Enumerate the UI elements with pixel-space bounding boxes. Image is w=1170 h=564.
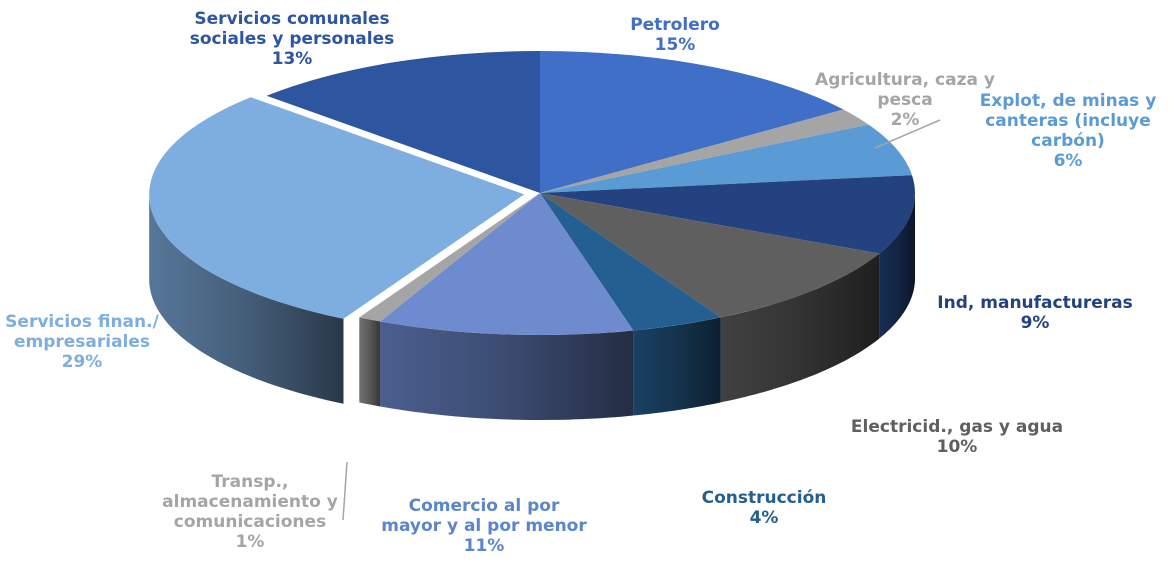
slice-side-shade-4 (720, 253, 880, 403)
slice-name-line: empresariales (14, 332, 150, 352)
slice-name-line: Agricultura, caza y (815, 70, 995, 90)
slice-label-6: Comercio al por mayor y al por menor 11% (381, 496, 587, 556)
slice-side-shade-5 (633, 317, 721, 416)
slice-side-shade-8 (149, 194, 344, 404)
slice-value-label: 9% (1021, 313, 1050, 333)
slice-label-3: Ind, manufactureras 9% (937, 293, 1132, 333)
slice-name-line: pesca (877, 90, 932, 110)
slice-label-2: Explot, de minas y canteras (incluye carbó… (980, 91, 1157, 171)
slice-label-5: Construcción 4% (702, 488, 827, 528)
slice-value-label: 6% (1054, 151, 1083, 171)
slice-top-6 (380, 193, 634, 335)
slice-top-3 (540, 175, 915, 254)
slice-top-7 (359, 193, 540, 322)
slice-label-9: Servicios comunales sociales y personales… (190, 9, 395, 69)
pie-tops (149, 50, 915, 335)
slice-value-label: 4% (750, 508, 779, 528)
slice-value-label: 1% (236, 532, 265, 552)
leader-lines (342, 119, 941, 521)
slice-value-label: 2% (891, 110, 920, 130)
slice-label-7: Transp., almacenamiento y comunicaciones 1% (162, 472, 338, 552)
slice-label-4: Electricid., gas y agua 10% (851, 417, 1063, 457)
slice-name-line: Transp., (212, 472, 289, 492)
slice-name-line: Ind, manufactureras (937, 293, 1132, 313)
slice-top-1 (540, 109, 869, 193)
slice-top-8 (149, 97, 525, 319)
slice-label-0: Petrolero 15% (630, 15, 720, 55)
slice-name-line: sociales y personales (190, 29, 395, 49)
slice-side-shade-7 (359, 317, 381, 407)
slice-name-line: Construcción (702, 488, 827, 508)
slice-name-line: Petrolero (630, 15, 720, 35)
slice-name-line: Comercio al por (409, 496, 560, 516)
leader-line-1 (874, 119, 941, 149)
slice-name-line: comunicaciones (174, 512, 326, 532)
slice-value-label: 11% (464, 536, 505, 556)
slice-label-1: Agricultura, caza y pesca 2% (815, 70, 995, 130)
slice-top-4 (540, 193, 880, 318)
slice-top-0 (540, 50, 844, 193)
slice-top-9 (266, 51, 540, 193)
slice-value-label: 29% (62, 352, 103, 372)
slice-label-8: Servicios finan./empresariales 29% (5, 312, 159, 372)
slice-name-line: carbón) (1031, 131, 1105, 151)
slice-top-5 (540, 193, 721, 331)
slice-name-line: Servicios finan./ (5, 312, 159, 332)
slice-name-line: Explot, de minas y (980, 91, 1157, 111)
slice-name-line: mayor y al por menor (381, 516, 587, 536)
slice-value-label: 10% (937, 437, 978, 457)
slice-name-line: canteras (incluye (985, 111, 1151, 131)
slice-top-2 (540, 124, 912, 193)
slice-side-shade-6 (380, 321, 634, 420)
slice-name-line: Servicios comunales (194, 9, 389, 29)
slice-name-line: Electricid., gas y agua (851, 417, 1063, 437)
slice-side-shade-3 (879, 193, 915, 339)
slice-name-line: almacenamiento y (162, 492, 338, 512)
slice-labels: Petrolero 15%Agricultura, caza y pesca 2%Ex… (5, 9, 1156, 556)
slice-value-label: 15% (655, 35, 696, 55)
slice-value-label: 13% (272, 49, 313, 69)
leader-line-7 (342, 461, 348, 521)
pie-sides (149, 193, 915, 420)
